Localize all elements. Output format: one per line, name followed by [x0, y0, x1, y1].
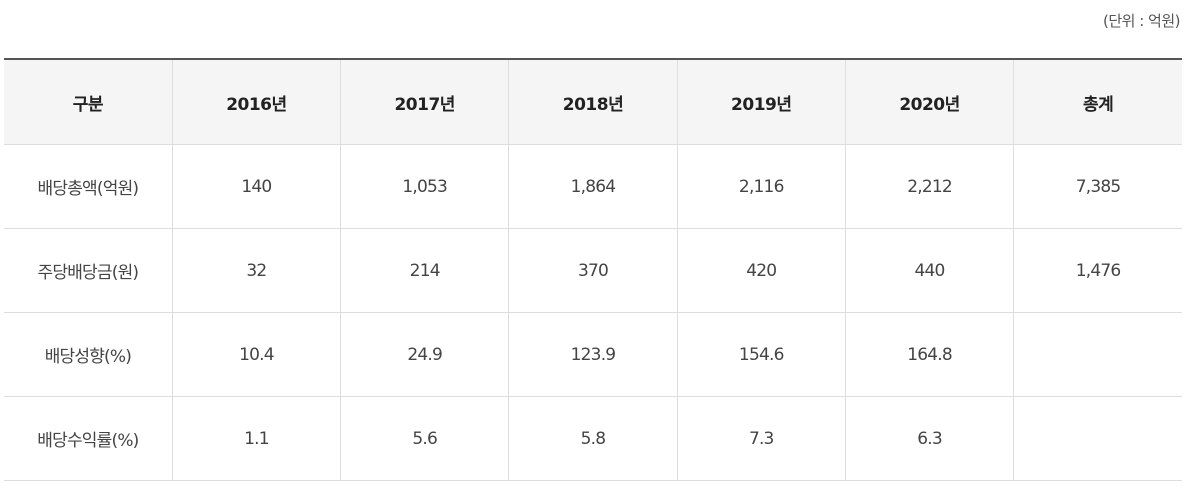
table-cell: 123.9 — [508, 312, 678, 397]
header-2018: 2018년 — [508, 59, 678, 145]
table-cell: 5.8 — [508, 396, 678, 481]
row-label: 배당총액(억원) — [4, 144, 173, 229]
table-cell: 32 — [172, 228, 342, 313]
table-row: 배당총액(억원) 140 1,053 1,864 2,116 2,212 7,3… — [4, 144, 1182, 229]
table-cell: 24.9 — [340, 312, 510, 397]
table-cell: 154.6 — [677, 312, 846, 397]
table-cell — [1013, 396, 1182, 481]
dividend-table: 구분 2016년 2017년 2018년 2019년 2020년 총계 배당총액… — [4, 58, 1182, 481]
table-cell: 2,212 — [845, 144, 1015, 229]
table-cell: 140 — [172, 144, 342, 229]
table-cell: 5.6 — [340, 396, 510, 481]
header-total: 총계 — [1013, 59, 1182, 145]
table-cell: 370 — [508, 228, 678, 313]
table-cell: 440 — [845, 228, 1015, 313]
header-2020: 2020년 — [845, 59, 1015, 145]
header-category: 구분 — [4, 59, 173, 145]
table-header-row: 구분 2016년 2017년 2018년 2019년 2020년 총계 — [4, 59, 1182, 145]
table-cell: 420 — [677, 228, 846, 313]
table-row: 배당수익률(%) 1.1 5.6 5.8 7.3 6.3 — [4, 396, 1182, 481]
row-label: 주당배당금(원) — [4, 228, 173, 313]
row-label: 배당성향(%) — [4, 312, 173, 397]
table-cell: 1.1 — [172, 396, 342, 481]
table-cell — [1013, 312, 1182, 397]
table-row: 주당배당금(원) 32 214 370 420 440 1,476 — [4, 228, 1182, 313]
row-label: 배당수익률(%) — [4, 396, 173, 481]
table-cell: 214 — [340, 228, 510, 313]
table-cell: 1,053 — [340, 144, 510, 229]
table-cell: 1,476 — [1013, 228, 1182, 313]
header-2019: 2019년 — [677, 59, 846, 145]
header-2016: 2016년 — [172, 59, 342, 145]
table-cell: 2,116 — [677, 144, 846, 229]
header-2017: 2017년 — [340, 59, 510, 145]
table-cell: 164.8 — [845, 312, 1015, 397]
table-cell: 1,864 — [508, 144, 678, 229]
table-cell: 7,385 — [1013, 144, 1182, 229]
table-cell: 6.3 — [845, 396, 1015, 481]
table-cell: 7.3 — [677, 396, 846, 481]
unit-label: (단위 : 억원) — [1103, 12, 1181, 30]
table-row: 배당성향(%) 10.4 24.9 123.9 154.6 164.8 — [4, 312, 1182, 397]
table-cell: 10.4 — [172, 312, 342, 397]
